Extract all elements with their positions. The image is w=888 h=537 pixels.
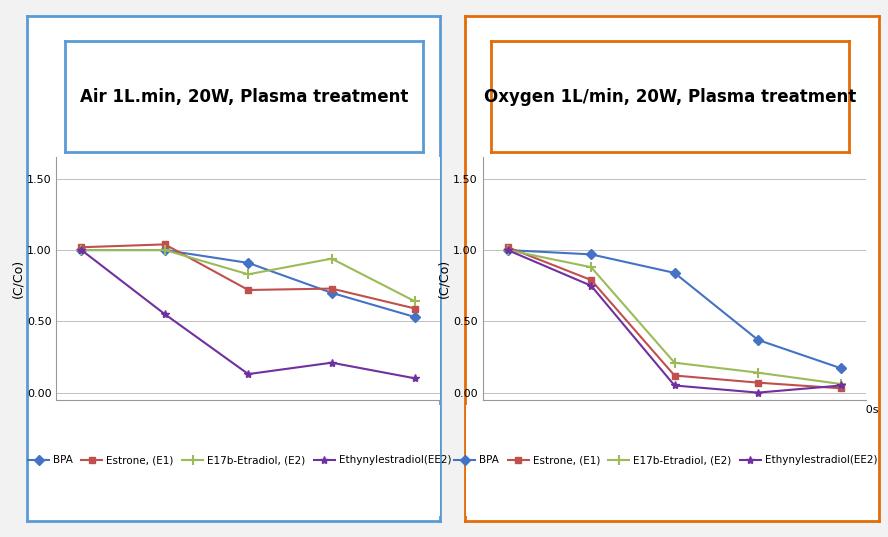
Y-axis label: (C/Co): (C/Co) [438,259,450,298]
Text: Air 1L.min, 20W, Plasma treatment: Air 1L.min, 20W, Plasma treatment [80,88,408,106]
Text: Oxygen 1L/min, 20W, Plasma treatment: Oxygen 1L/min, 20W, Plasma treatment [484,88,856,106]
Legend: BPA, Estrone, (E1), E17b-Etradiol, (E2), Ethynylestradiol(EE2): BPA, Estrone, (E1), E17b-Etradiol, (E2),… [24,451,456,469]
Legend: BPA, Estrone, (E1), E17b-Etradiol, (E2), Ethynylestradiol(EE2): BPA, Estrone, (E1), E17b-Etradiol, (E2),… [450,451,882,469]
Y-axis label: (C/Co): (C/Co) [12,259,24,298]
